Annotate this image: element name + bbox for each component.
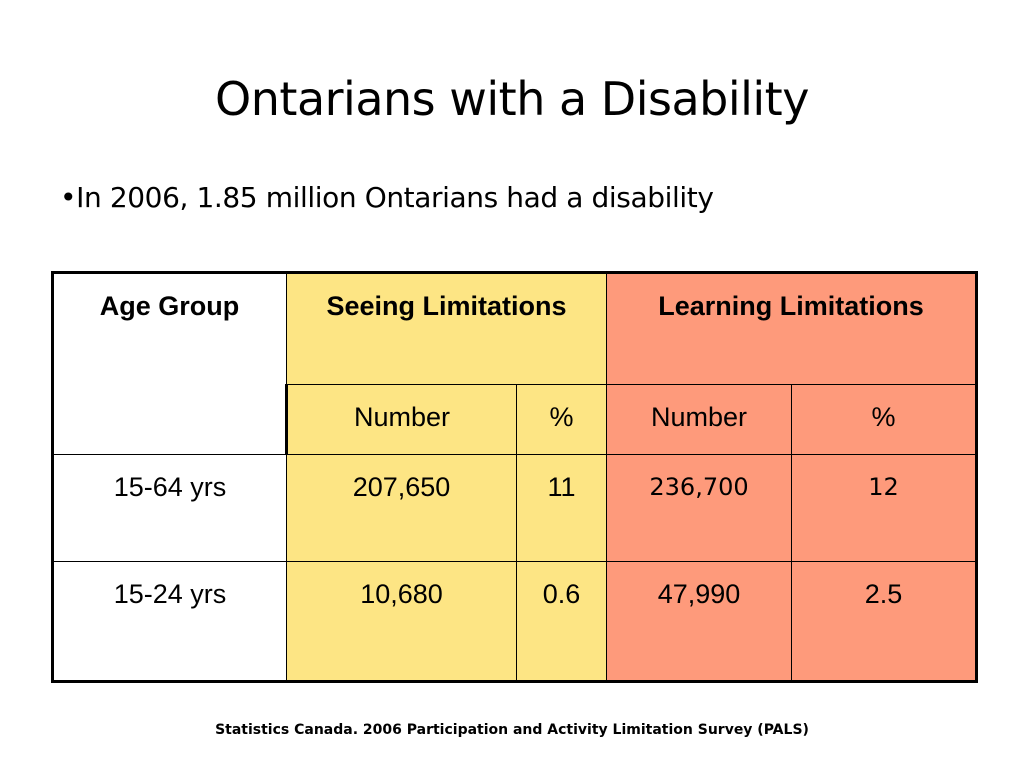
seeing-percent-cell: 0.6 [515, 561, 608, 683]
age-group-header: Age Group [51, 271, 287, 455]
age-cell: 15-24 yrs [51, 561, 287, 683]
seeing-number-header: Number [285, 384, 517, 455]
table-header-row: Age Group Seeing Limitations Learning Li… [51, 271, 979, 455]
seeing-percent-cell: 11 [515, 454, 608, 562]
seeing-number-cell: 207,650 [286, 454, 517, 562]
learning-percent-cell: 2.5 [791, 561, 979, 683]
learning-number-header: Number [606, 384, 793, 455]
bullet-point: •In 2006, 1.85 million Ontarians had a d… [60, 181, 714, 214]
learning-percent-header: % [791, 384, 979, 455]
learning-number-cell: 47,990 [606, 561, 793, 683]
table-row: 15-64 yrs 207,650 11 236,700 12 [51, 454, 979, 562]
learning-percent-cell: 12 [791, 454, 979, 562]
disability-table: Age Group Seeing Limitations Learning Li… [51, 271, 979, 683]
seeing-limitations-header: Seeing Limitations [285, 271, 608, 385]
seeing-percent-header: % [515, 384, 608, 455]
seeing-number-cell: 10,680 [286, 561, 517, 683]
source-citation: Statistics Canada. 2006 Participation an… [215, 722, 809, 738]
age-cell: 15-64 yrs [51, 454, 287, 562]
slide-title: Ontarians with a Disability [215, 72, 809, 126]
table-subheader-row: Number % Number % [53, 384, 979, 455]
learning-number-cell: 236,700 [606, 454, 793, 562]
learning-limitations-header: Learning Limitations [606, 271, 979, 385]
table-row: 15-24 yrs 10,680 0.6 47,990 2.5 [51, 561, 979, 683]
